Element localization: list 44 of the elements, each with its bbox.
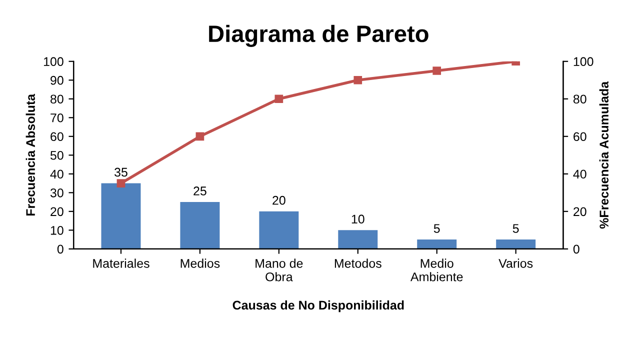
x-axis-title: Causas de No Disponibilidad <box>232 300 404 312</box>
data-label: 10 <box>352 214 364 224</box>
y-tick-label: 70 <box>50 113 64 122</box>
bar <box>496 240 536 249</box>
x-tick-label: Materiales <box>93 258 150 268</box>
y2-tick-label: 20 <box>574 207 586 216</box>
point <box>274 94 284 104</box>
y-tick-label: 50 <box>50 150 64 160</box>
y-tick-label: 20 <box>50 207 64 216</box>
y-axis-title: Frecuencia Absoluta <box>26 94 35 216</box>
bar <box>259 211 299 249</box>
y2-tick-label: 100 <box>574 57 594 66</box>
y-tick-label: 60 <box>50 132 64 142</box>
y2-tick-label: 0 <box>573 244 580 254</box>
bar <box>417 240 457 249</box>
data-label: 35 <box>114 168 128 177</box>
y-tick-label: 30 <box>50 188 64 198</box>
point <box>116 179 126 188</box>
x-tick-label: Medio Ambiente <box>410 258 463 282</box>
x-tick-label: Mano de Obra <box>256 258 303 282</box>
chart-title: Diagrama de Pareto <box>209 24 428 47</box>
x-tick-label: Metodos <box>334 258 382 268</box>
bar <box>338 230 378 249</box>
y2-tick-label: 40 <box>573 170 586 179</box>
point <box>432 66 442 75</box>
y-tick-label: 10 <box>50 226 64 235</box>
data-label: 20 <box>272 196 286 205</box>
y2-tick-label: 80 <box>573 94 586 104</box>
x-tick-label: Medios <box>180 258 220 268</box>
bar <box>101 183 141 249</box>
data-label: 5 <box>434 224 440 233</box>
y-tick-label: 0 <box>57 244 64 254</box>
bar <box>180 202 220 249</box>
y-tick-label: 40 <box>50 170 64 179</box>
y-tick-label: 80 <box>50 94 64 104</box>
data-label: 25 <box>194 186 206 196</box>
data-label: 5 <box>512 224 519 233</box>
point <box>354 76 362 84</box>
y-tick-label: 90 <box>50 76 64 85</box>
y2-tick-label: 60 <box>574 132 586 142</box>
y2-axis-title: %Frecuencia Acumulada <box>599 81 609 229</box>
x-tick-label: Varios <box>498 258 533 268</box>
point <box>196 132 204 141</box>
y-tick-label: 100 <box>44 57 64 66</box>
